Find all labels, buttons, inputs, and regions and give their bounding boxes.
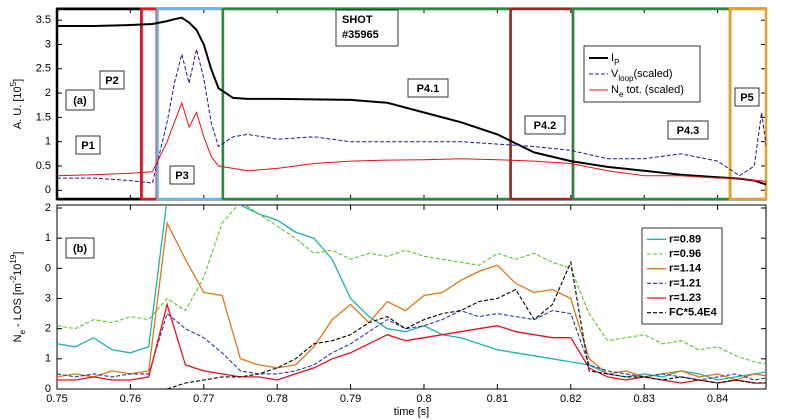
phase-label: P3 (175, 170, 188, 182)
series-line (57, 310, 766, 381)
panel-label: (b) (73, 243, 87, 255)
legend-label: Ne tot. (scaled) (611, 84, 684, 99)
phase-label-box (75, 135, 101, 155)
phase-label: P4.3 (677, 125, 700, 137)
text-part: r=1.21 (669, 277, 701, 289)
text-part: e (619, 90, 624, 99)
x-tick-label: 0.82 (560, 393, 581, 405)
text-part: I (611, 52, 614, 64)
x-tick-label: 0.75 (46, 393, 67, 405)
y-tick-label: 0.5 (36, 160, 51, 172)
series-line (57, 49, 766, 184)
text-part: 5 (9, 81, 18, 86)
phase-label: P4.2 (534, 120, 557, 132)
text-part: 19 (9, 254, 18, 263)
legend-label: r=0.89 (669, 233, 701, 245)
text-part: r=1.23 (669, 292, 701, 304)
y-tick-label: 1 (45, 353, 51, 365)
phase-label-box (734, 87, 760, 107)
x-tick-label: 0.81 (487, 393, 508, 405)
x-tick-label: 0.83 (633, 393, 654, 405)
phase-label-box (99, 70, 125, 90)
text-part: r=1.14 (669, 263, 702, 275)
annotation-box (335, 9, 399, 47)
y-tick-label: 0 (45, 184, 51, 196)
text-part: A. U. [10 (12, 86, 24, 129)
phase-label-box (407, 78, 449, 98)
legend-box (641, 227, 723, 325)
y-tick-label: 0 (45, 262, 51, 274)
y-tick-label: 2.5 (36, 63, 51, 75)
text-part: loop (618, 74, 634, 83)
annotation: #35965 (342, 29, 379, 41)
x-tick-label: 0.76 (120, 393, 141, 405)
y-tick-label: 2 (45, 87, 51, 99)
x-tick-label: 0.84 (707, 393, 728, 405)
x-tick-label: 0.77 (193, 393, 214, 405)
text-part: r=0.89 (669, 233, 701, 245)
text-part: r=0.96 (669, 248, 701, 260)
text-part: tot. (scaled) (623, 84, 684, 96)
phase-label: P1 (81, 140, 94, 152)
phase-label: P2 (105, 75, 118, 87)
annotation: SHOT (342, 14, 373, 26)
x-tick-label: 0.8 (416, 393, 431, 405)
legend-label: r=1.21 (669, 277, 701, 289)
legend-label: IP (611, 52, 619, 67)
y-tick-label: 1 (45, 232, 51, 244)
legend-label: r=1.23 (669, 292, 701, 304)
y-tick-label: 3 (45, 38, 51, 50)
text-part: -2 (9, 275, 18, 283)
panel-label: (a) (73, 95, 87, 107)
text-part: (scaled) (633, 68, 672, 80)
phase-label-box (524, 115, 566, 135)
y-tick-label: 0 (45, 383, 51, 395)
text-part: FC*5.4E4 (669, 307, 718, 319)
y-axis-label: Ne - LOS [m-21019] (9, 252, 27, 343)
x-tick-label: 0.78 (266, 393, 287, 405)
y-tick-label: 3.5 (36, 14, 51, 26)
legend-label: FC*5.4E4 (669, 307, 718, 319)
legend-label: Vloop(scaled) (611, 68, 673, 83)
text-part: N (611, 84, 619, 96)
y-tick-label: 1.5 (36, 111, 51, 123)
text-part: V (611, 68, 619, 80)
panel-label-box (65, 237, 95, 259)
y-tick-label: 2 (45, 202, 51, 214)
series-line (57, 101, 766, 183)
series-line (57, 205, 766, 365)
plot-frame (56, 7, 767, 201)
phase-region (728, 7, 768, 201)
text-part: e (18, 329, 27, 334)
phase-label-box (169, 165, 195, 185)
text-part: ] (12, 252, 24, 255)
phase-label: P5 (740, 92, 753, 104)
panel-label-box (65, 89, 95, 111)
x-tick-label: 0.79 (340, 393, 361, 405)
text-part: 10 (12, 264, 24, 276)
y-tick-label: 1 (45, 136, 51, 148)
y-tick-label: 2 (45, 323, 51, 335)
text-part: P (614, 58, 619, 67)
text-part: N (12, 334, 24, 342)
text-part: ] (12, 79, 24, 82)
phase-label: P4.1 (417, 83, 440, 95)
series-line (57, 16, 766, 186)
x-axis-label: time [s] (394, 406, 429, 418)
series-line (166, 260, 766, 389)
y-axis-label: A. U. [105] (9, 79, 24, 129)
legend-label: r=0.96 (669, 248, 701, 260)
phase-label-box (667, 120, 709, 140)
text-part: - LOS [m (12, 283, 24, 330)
y-tick-label: 3 (45, 292, 51, 304)
legend-label: r=1.14 (669, 263, 702, 275)
